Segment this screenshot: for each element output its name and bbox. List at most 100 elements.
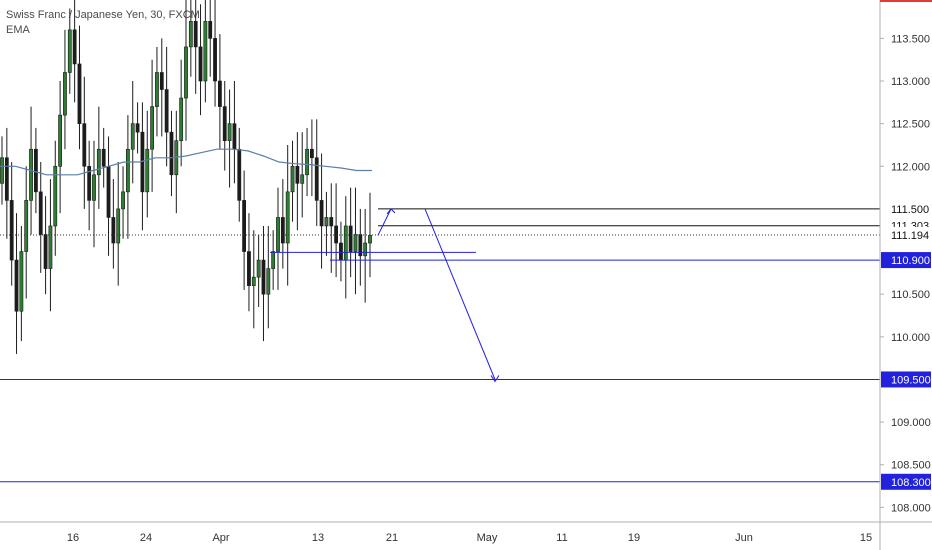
ema-line [0, 148, 372, 176]
candle-body [43, 234, 48, 269]
candle-body [203, 21, 208, 82]
level-lines-layer: 111.500111.303111.194110.900109.500108.3… [0, 200, 931, 490]
x-tick-label: Apr [212, 532, 229, 544]
candle-body [309, 148, 314, 159]
candle-body [227, 123, 232, 141]
x-tick-label: 15 [860, 532, 872, 544]
y-tick-label: 113.500 [891, 33, 930, 45]
candle-body [63, 72, 67, 116]
indicator-label: EMA [6, 24, 30, 36]
candle-body [87, 165, 92, 201]
forecast-down-leg [424, 208, 496, 380]
candle-body [295, 165, 300, 184]
candle-body [9, 200, 14, 261]
candle-body [247, 251, 251, 286]
candle-body [106, 165, 111, 218]
candle-body [135, 123, 140, 133]
candle-body [38, 191, 43, 235]
candle-body [179, 97, 184, 141]
y-tick-label: 112.000 [891, 161, 930, 173]
candle-body [222, 106, 227, 141]
x-tick-label: 19 [628, 532, 640, 544]
candle-body [280, 217, 285, 244]
candle-body [48, 225, 53, 269]
chart-legend: Swiss Franc / Japanese Yen, 30, FXCM EMA [6, 8, 200, 38]
arrow-head-down [490, 375, 500, 383]
candle-body [285, 191, 290, 244]
x-tick-label: 21 [386, 532, 398, 544]
candle-body [155, 72, 159, 107]
candle-body [261, 259, 266, 295]
ema-layer [0, 148, 372, 176]
candle-body [130, 123, 135, 150]
candle-body [353, 234, 358, 252]
candle-body [339, 242, 343, 261]
candle-body [121, 191, 125, 210]
forecast-up-leg [377, 208, 392, 236]
y-tick-label: 113.000 [891, 76, 930, 88]
candle-body [159, 72, 164, 90]
candle-body [164, 89, 169, 133]
candle-body [184, 46, 188, 99]
candle-body [145, 148, 150, 193]
candle-body [358, 234, 363, 257]
y-tick-label: 110.000 [891, 332, 930, 344]
candle-body [232, 123, 237, 150]
candle-body [53, 165, 58, 227]
price-tag-label: 111.194 [891, 230, 929, 242]
candle-body [266, 268, 271, 295]
candle-body [19, 251, 24, 312]
y-tick-label: 108.500 [891, 460, 931, 472]
candle-body [348, 225, 353, 252]
candle-body [67, 29, 72, 73]
candle-body [125, 148, 130, 193]
x-tick-label: 13 [312, 532, 324, 544]
arrow-head-up [386, 208, 396, 215]
candle-body [343, 225, 348, 261]
candle-body [116, 208, 121, 244]
candle-body [213, 38, 217, 82]
candle-body [324, 217, 329, 227]
candle-body [24, 200, 29, 252]
price-tag [881, 371, 931, 388]
candle-body [319, 200, 324, 227]
candle-body [14, 259, 19, 312]
x-tick-label: 11 [556, 532, 567, 544]
price-tag [881, 227, 931, 244]
candle-body [92, 174, 96, 201]
price-tag-label: 109.500 [891, 374, 931, 386]
candle-body [276, 217, 280, 252]
candle-body [242, 200, 247, 252]
candle-body [208, 21, 213, 39]
candle-body [290, 165, 295, 193]
candle-body [193, 21, 198, 48]
candle-body [329, 217, 334, 227]
chart-title: Swiss Franc / Japanese Yen, 30, FXCM [6, 9, 200, 21]
candle-body [305, 148, 309, 176]
y-tick-label: 110.500 [891, 289, 930, 301]
candle-body [77, 63, 82, 124]
price-tag-label: 110.900 [891, 255, 930, 267]
candle-body [314, 157, 319, 201]
candle-body [58, 114, 63, 167]
candle-body [237, 148, 242, 201]
candle-body [188, 21, 193, 48]
candle-body [217, 80, 222, 107]
candle-body [198, 46, 203, 82]
candle-body [4, 157, 9, 201]
candle-body [33, 148, 38, 193]
candle-body [111, 217, 116, 244]
candle-body [251, 276, 256, 286]
candle-body [96, 148, 101, 176]
candle-body [363, 242, 368, 257]
candle-body [368, 235, 372, 244]
y-tick-label: 112.500 [891, 119, 930, 131]
candles-layer [0, 0, 372, 354]
candle-body [300, 174, 305, 184]
price-tag-label: 108.300 [891, 477, 931, 489]
price-tag [881, 473, 931, 490]
price-axis-accent [880, 0, 932, 2]
price-tag [881, 200, 931, 217]
